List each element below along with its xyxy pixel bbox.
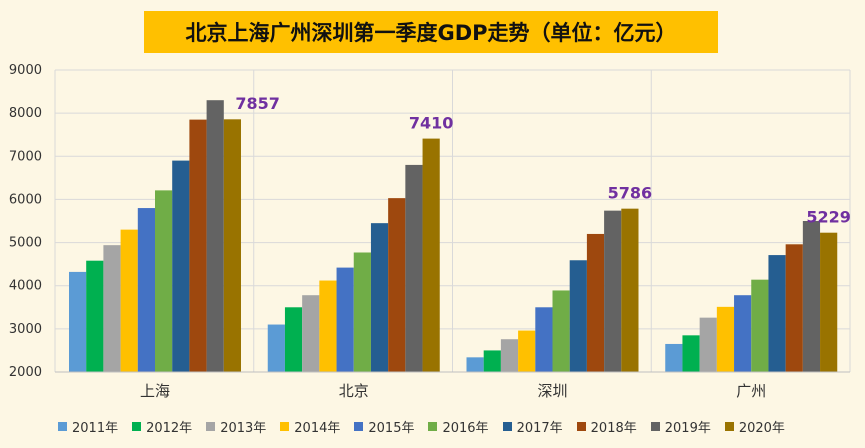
legend-label: 2011年 [72, 420, 119, 436]
legend-swatch [650, 421, 660, 431]
legend-label: 2013年 [220, 420, 267, 436]
bar [699, 317, 717, 372]
legend-label: 2015年 [368, 420, 415, 436]
data-labels: 7857 7410 5786 5229 [235, 94, 851, 226]
legend-swatch [502, 421, 512, 431]
bar [172, 160, 190, 372]
bar [319, 280, 337, 372]
legend-item: 2019年 [650, 417, 711, 436]
legend-item: 2018年 [576, 417, 637, 436]
data-label: 7410 [409, 114, 454, 133]
legend-swatch [354, 421, 364, 431]
bar [751, 279, 769, 372]
legend-item: 2014年 [280, 417, 340, 436]
bar [604, 210, 622, 372]
legend-label: 2016年 [442, 420, 489, 436]
bar [353, 252, 371, 372]
x-tick-label: 北京 [339, 382, 369, 400]
legend-label: 2017年 [516, 420, 563, 436]
legend-item: 2011年 [58, 417, 118, 436]
legend-swatch [724, 421, 734, 431]
legend-item: 2013年 [206, 417, 266, 436]
y-tick-label: 3000 [9, 322, 42, 337]
legend-swatch [428, 421, 438, 431]
legend-label: 2018年 [590, 420, 637, 436]
bar [370, 223, 389, 372]
bar [820, 232, 838, 372]
y-tick-label: 2000 [9, 365, 42, 380]
legend-swatch [206, 421, 216, 431]
bar [483, 350, 501, 372]
bar [768, 255, 786, 372]
y-tick-label: 7000 [9, 149, 42, 164]
bar [586, 233, 605, 372]
bar [267, 324, 285, 372]
bar [137, 208, 155, 372]
x-tick-label: 广州 [736, 382, 766, 400]
bar [785, 244, 803, 372]
data-label: 5786 [608, 184, 653, 203]
legend-item: 2020年 [724, 417, 785, 436]
bar [422, 138, 440, 372]
y-tick-label: 4000 [9, 279, 42, 294]
bar [69, 271, 87, 372]
legend-label: 2012年 [146, 420, 193, 436]
bar [665, 343, 683, 372]
bar [569, 260, 587, 372]
x-tick-label: 深圳 [537, 382, 567, 400]
legend-item: 2012年 [132, 417, 192, 436]
data-label: 5229 [806, 208, 851, 227]
bar [716, 306, 735, 372]
legend-label: 2020年 [738, 420, 785, 436]
bars [69, 100, 838, 372]
legend-item: 2015年 [354, 417, 414, 436]
bar [405, 164, 423, 372]
y-tick-label: 9000 [9, 63, 42, 78]
y-tick-label: 6000 [9, 192, 42, 207]
bar [518, 330, 536, 372]
legend-label: 2014年 [294, 420, 341, 436]
bar [535, 307, 553, 372]
bar [500, 339, 519, 372]
data-label: 7857 [235, 94, 280, 113]
y-tick-label: 8000 [9, 106, 42, 121]
bar [120, 229, 138, 372]
legend: 2011年 2012年 2013年 2014年 2015年 2016年 2017年 2018年… [58, 415, 858, 437]
bar [552, 290, 570, 372]
x-tick-label: 上海 [140, 382, 170, 400]
legend-swatch [576, 421, 586, 431]
bar [682, 335, 700, 372]
legend-swatch [132, 421, 142, 431]
bar [284, 307, 303, 372]
bar [388, 198, 406, 372]
legend-item: 2016年 [428, 417, 489, 436]
bar [802, 221, 821, 372]
bar [86, 260, 104, 372]
chart-title-box: 北京上海广州深圳第一季度GDP走势（单位：亿元） [144, 11, 718, 53]
bar [466, 357, 484, 372]
chart-title: 北京上海广州深圳第一季度GDP走势（单位：亿元） [185, 21, 677, 45]
bar [336, 267, 354, 372]
y-tick-label: 5000 [9, 236, 42, 251]
bar [621, 208, 639, 372]
bar [189, 119, 207, 372]
bar [302, 295, 320, 372]
legend-swatch [58, 421, 67, 431]
bar [223, 119, 241, 372]
legend-item: 2017年 [502, 417, 563, 436]
legend-swatch [280, 421, 290, 431]
bar [734, 295, 752, 372]
axes: 2000 3000 4000 5000 6000 7000 8000 9000 上海 北京 深圳 广州 [9, 63, 850, 400]
bar [103, 245, 121, 372]
legend-label: 2019年 [664, 420, 711, 436]
bar [155, 190, 173, 372]
bar [206, 100, 224, 372]
